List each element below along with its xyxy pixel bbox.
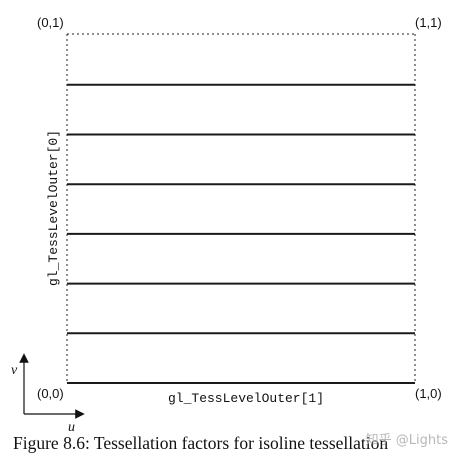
corner-top-left: (0,1) [37, 15, 64, 30]
vertical-outer-level-label: gl_TessLevelOuter[0] [46, 130, 61, 286]
isoline-group [67, 83, 415, 384]
v-axis-letter: v [11, 363, 18, 378]
corner-bottom-left: (0,0) [37, 386, 64, 401]
figure-caption: Figure 8.6: Tessellation factors for iso… [13, 433, 388, 453]
corner-bottom-right: (1,0) [415, 386, 442, 401]
watermark-text: 知乎 @Lights [366, 432, 449, 448]
corner-top-right: (1,1) [415, 15, 442, 30]
horizontal-outer-level-label: gl_TessLevelOuter[1] [168, 391, 324, 406]
u-axis-letter: u [68, 420, 75, 435]
